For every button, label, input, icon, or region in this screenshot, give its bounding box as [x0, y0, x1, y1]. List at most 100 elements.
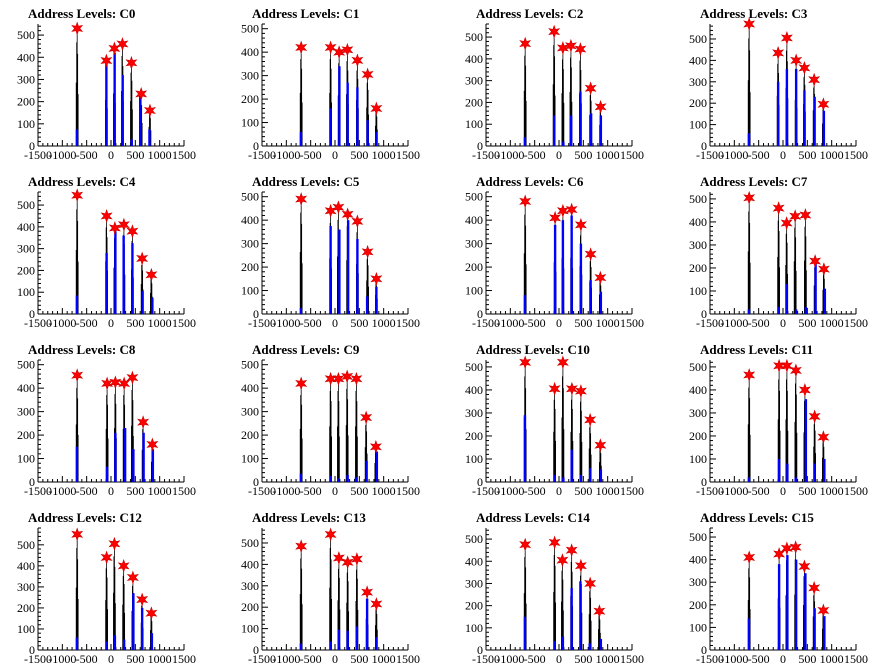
x-tick-label: 500	[350, 484, 368, 498]
histogram-bar	[139, 92, 142, 146]
chart-panel: Address Levels: C10100200300400500-1500-…	[241, 6, 420, 162]
peak-marker	[145, 267, 158, 282]
histogram-bar	[579, 91, 582, 146]
y-tick-label: 200	[689, 598, 707, 612]
histogram-bar	[599, 115, 603, 146]
peak-marker	[332, 371, 345, 386]
x-tick-label: -1000	[496, 316, 524, 330]
histogram-bar	[346, 630, 349, 650]
histogram-bar	[113, 635, 117, 650]
y-tick-label: 100	[17, 117, 35, 131]
x-tick-label: 1500	[172, 652, 196, 666]
y-tick-label: 100	[241, 622, 259, 636]
histogram-bar	[132, 593, 135, 650]
peak-marker	[295, 40, 308, 55]
x-tick-label: -500	[524, 652, 546, 666]
y-tick-label: 200	[465, 599, 483, 613]
y-tick-label: 500	[17, 538, 35, 552]
x-tick-label: -1500	[472, 652, 500, 666]
peak-marker	[71, 21, 84, 36]
histogram-bar	[776, 81, 780, 146]
histogram-bar	[299, 308, 303, 314]
x-tick-label: 500	[798, 652, 816, 666]
x-tick-label: 500	[574, 484, 592, 498]
histogram-bar	[794, 477, 797, 482]
peak-marker	[594, 270, 607, 285]
x-tick-label: 0	[780, 148, 786, 162]
peak-marker	[135, 86, 148, 101]
peak-marker	[370, 597, 383, 611]
histogram-bar	[794, 309, 798, 314]
histogram-bar	[570, 215, 573, 314]
y-tick-label: 500	[241, 190, 259, 204]
y-tick-label: 400	[689, 215, 707, 229]
y-tick-label: 400	[465, 554, 483, 568]
peak-marker	[594, 99, 607, 114]
y-tick-label: 400	[241, 381, 259, 395]
peak-marker	[817, 262, 830, 277]
y-tick-label: 0	[701, 643, 707, 657]
x-tick-label: 1500	[172, 484, 196, 498]
chart-title: Address Levels: C3	[700, 6, 808, 21]
peak-marker	[71, 527, 84, 542]
peak-marker	[808, 409, 821, 424]
histogram-bar	[777, 458, 781, 482]
peak-marker	[341, 207, 354, 222]
y-tick-label: 100	[689, 284, 707, 298]
peak-marker	[743, 550, 756, 565]
chart-title: Address Levels: C8	[28, 342, 136, 357]
histogram-bar	[329, 476, 332, 482]
y-tick-label: 200	[17, 263, 35, 277]
histogram-bar	[356, 87, 359, 146]
y-tick-label: 300	[689, 406, 707, 420]
peak-marker	[71, 368, 84, 383]
y-tick-label: 500	[17, 358, 35, 372]
peak-marker	[798, 383, 811, 397]
y-tick-label: 200	[17, 95, 35, 109]
y-tick-label: 300	[465, 406, 483, 420]
peak-marker	[71, 188, 84, 203]
x-tick-label: -1500	[696, 148, 724, 162]
x-tick-label: -500	[300, 316, 322, 330]
peak-marker	[565, 543, 578, 558]
x-tick-label: -1000	[496, 652, 524, 666]
y-tick-label: 100	[465, 621, 483, 635]
chart-title: Address Levels: C4	[28, 174, 136, 189]
x-tick-label: -1000	[48, 652, 76, 666]
y-tick-label: 100	[465, 452, 483, 466]
peak-marker	[341, 555, 354, 570]
x-tick-label: -1000	[272, 484, 300, 498]
x-tick-label: 0	[108, 484, 114, 498]
peak-marker	[126, 370, 139, 385]
y-tick-label: 300	[465, 576, 483, 590]
x-tick-label: 500	[574, 652, 592, 666]
peak-marker	[519, 36, 532, 51]
peak-marker	[143, 103, 156, 118]
y-tick-label: 300	[17, 242, 35, 256]
y-tick-label: 300	[465, 237, 483, 251]
histogram-bar	[804, 307, 808, 314]
peak-marker	[556, 553, 569, 568]
histogram-bar	[588, 468, 592, 482]
y-tick-label: 400	[689, 383, 707, 397]
histogram-bar	[338, 66, 341, 146]
histogram-bar	[813, 608, 816, 650]
y-tick-label: 400	[241, 213, 259, 227]
peak-marker	[565, 202, 578, 217]
histogram-bar	[747, 309, 751, 314]
y-tick-label: 400	[17, 559, 35, 573]
x-tick-label: 500	[350, 148, 368, 162]
peak-marker	[146, 437, 159, 452]
peak-marker	[743, 190, 756, 205]
y-tick-label: 300	[241, 237, 259, 251]
peak-marker	[324, 527, 337, 542]
histogram-bar	[589, 279, 592, 314]
histogram-bar	[150, 633, 154, 650]
histogram-bar	[105, 641, 108, 650]
y-tick-label: 0	[253, 307, 259, 321]
y-tick-label: 500	[241, 358, 259, 372]
y-tick-label: 100	[241, 116, 259, 130]
x-tick-label: 0	[108, 148, 114, 162]
histogram-bar	[823, 616, 826, 650]
x-tick-label: 500	[574, 148, 592, 162]
